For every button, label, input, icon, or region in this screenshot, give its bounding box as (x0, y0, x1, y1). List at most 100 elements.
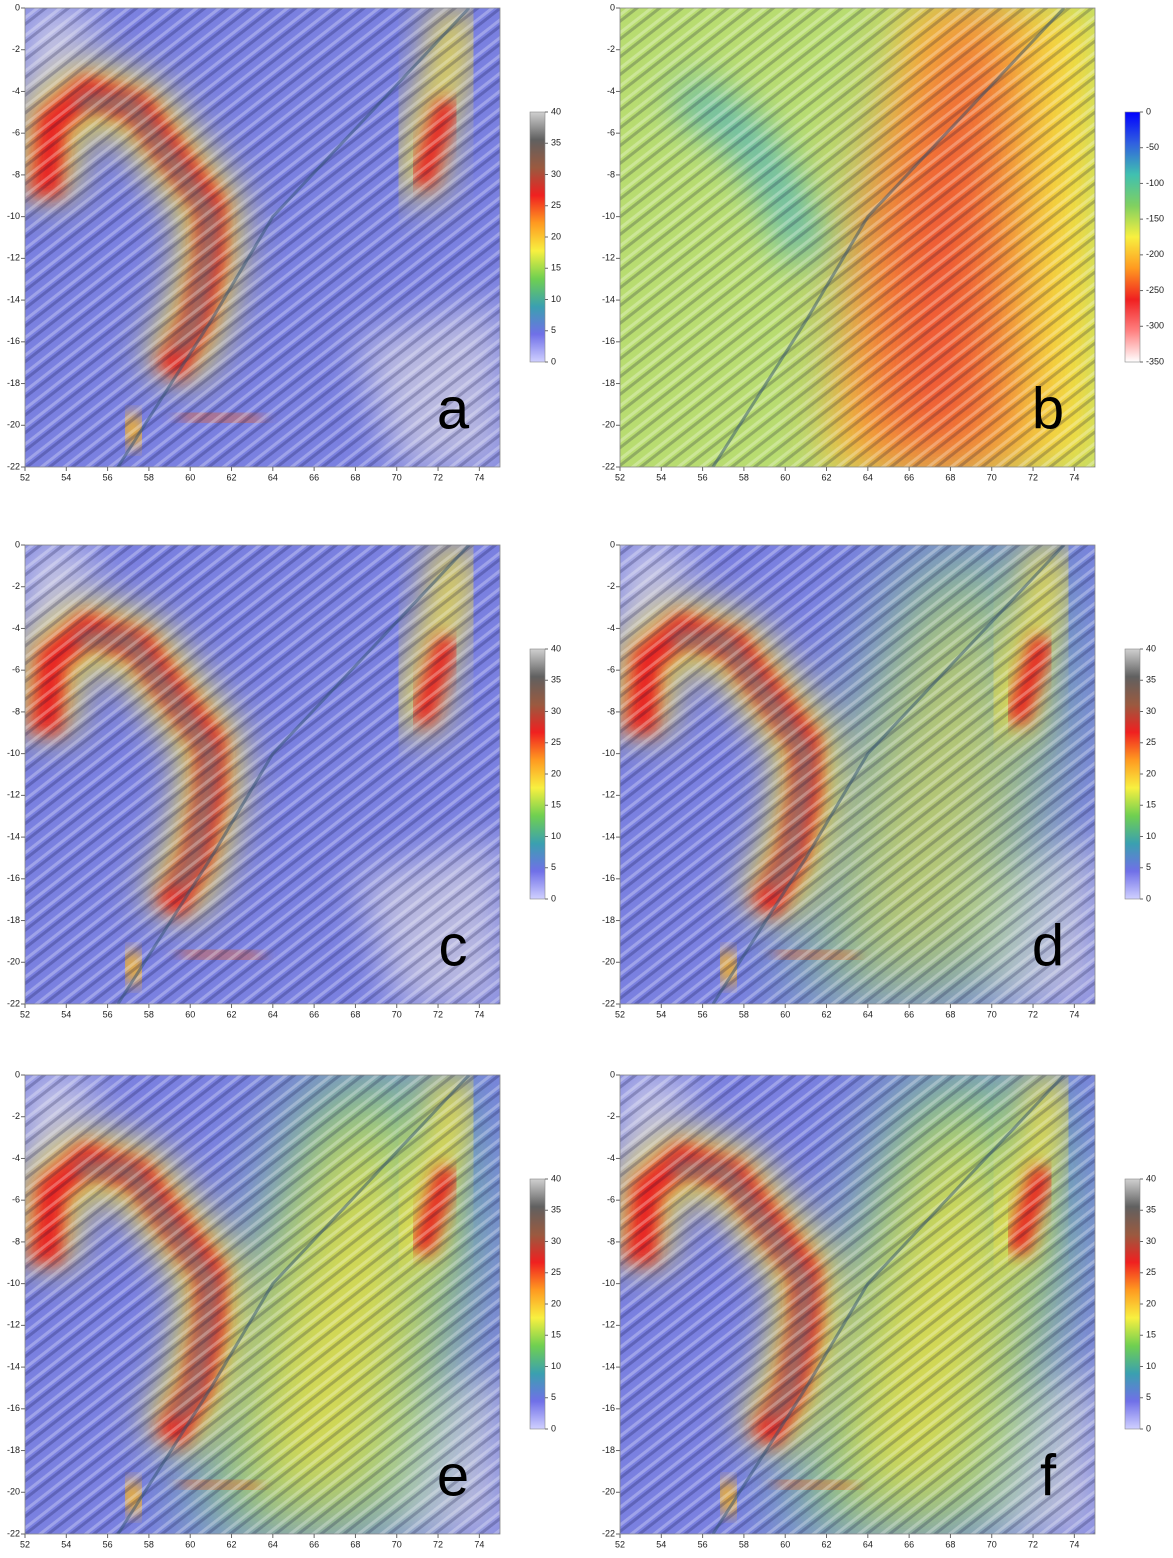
map-frame (619, 1074, 1096, 1535)
y-tick-label: -20 (602, 957, 615, 967)
map-texture (620, 1075, 1095, 1534)
colorbar-tick-label: 5 (1146, 862, 1151, 872)
y-tick-label: -6 (607, 665, 615, 675)
y-tick-label: -18 (7, 1445, 20, 1455)
map-texture (25, 545, 500, 1004)
map-texture (620, 8, 1095, 467)
x-tick-label: 66 (309, 1539, 319, 1549)
x-tick-label: 60 (780, 1539, 790, 1549)
map-texture (25, 1075, 500, 1534)
y-tick-label: -22 (602, 998, 615, 1008)
panel-label: b (1032, 376, 1064, 441)
x-tick-label: 56 (103, 472, 113, 482)
x-tick-label: 52 (615, 1009, 625, 1019)
panel-label: e (437, 1443, 469, 1508)
map-ridge (116, 8, 471, 467)
x-tick-label: 54 (61, 1009, 71, 1019)
y-tick-label: -14 (7, 1361, 20, 1371)
y-tick-label: -20 (602, 420, 615, 430)
colorbar-tick-label: -300 (1146, 321, 1164, 331)
map-ridge (711, 1075, 1066, 1534)
x-tick-label: 70 (987, 472, 997, 482)
y-tick-label: -4 (12, 623, 20, 633)
y-tick-label: -14 (602, 294, 615, 304)
y-tick-label: -2 (607, 1111, 615, 1121)
x-tick-label: 60 (185, 1539, 195, 1549)
x-tick-label: 72 (433, 1009, 443, 1019)
y-tick-label: -18 (7, 378, 20, 388)
x-tick-label: 60 (780, 472, 790, 482)
colorbar-tick-label: 0 (551, 893, 556, 903)
map-ridge (711, 545, 1066, 1004)
colorbar (529, 1178, 546, 1430)
x-tick-label: 74 (1069, 1539, 1079, 1549)
map-ridge (116, 1075, 471, 1534)
colorbar-tick-label: 20 (551, 231, 561, 241)
x-tick-label: 62 (227, 1539, 237, 1549)
y-tick-label: -16 (7, 336, 20, 346)
map-frame (24, 7, 501, 468)
x-tick-label: 70 (987, 1009, 997, 1019)
y-tick-label: -18 (602, 1445, 615, 1455)
colorbar (1124, 648, 1141, 900)
x-tick-label: 62 (227, 472, 237, 482)
colorbar-tick-label: 35 (551, 138, 561, 148)
x-tick-label: 56 (698, 1009, 708, 1019)
x-tick-label: 58 (144, 472, 154, 482)
x-tick-label: 72 (1028, 1539, 1038, 1549)
colorbar-tick-label: 10 (551, 1361, 561, 1371)
colorbar-tick-label: 15 (551, 800, 561, 810)
x-tick-label: 70 (392, 1009, 402, 1019)
colorbar-tick-label: 40 (1146, 643, 1156, 653)
y-tick-label: -18 (7, 915, 20, 925)
y-tick-label: -4 (607, 1153, 615, 1163)
x-tick-label: 60 (780, 1009, 790, 1019)
map-ridge (116, 545, 471, 1004)
colorbar (1124, 111, 1141, 363)
x-tick-label: 70 (987, 1539, 997, 1549)
y-tick-label: 0 (15, 539, 20, 549)
colorbar-tick-label: 5 (551, 1392, 556, 1402)
x-tick-label: 54 (656, 1009, 666, 1019)
colorbar-tick-label: 40 (1146, 1173, 1156, 1183)
x-tick-label: 64 (863, 472, 873, 482)
map-image (620, 1075, 1095, 1534)
colorbar-tick-label: 15 (551, 263, 561, 273)
colorbar-tick-label: 0 (1146, 893, 1151, 903)
y-tick-label: -6 (12, 128, 20, 138)
x-tick-label: 72 (433, 472, 443, 482)
colorbar-tick-label: 40 (551, 643, 561, 653)
map-image (25, 545, 500, 1004)
panel-label: d (1032, 913, 1064, 978)
y-tick-label: -10 (7, 1278, 20, 1288)
y-tick-label: -6 (607, 1195, 615, 1205)
colorbar-tick-label: 0 (551, 1423, 556, 1433)
y-tick-label: 0 (15, 2, 20, 12)
colorbar-tick-label: 25 (551, 737, 561, 747)
x-tick-label: 62 (822, 472, 832, 482)
x-tick-label: 72 (1028, 1009, 1038, 1019)
x-tick-label: 66 (904, 1539, 914, 1549)
x-tick-label: 72 (1028, 472, 1038, 482)
colorbar-tick-label: 10 (1146, 1361, 1156, 1371)
colorbar-tick-label: -150 (1146, 214, 1164, 224)
x-tick-label: 58 (144, 1009, 154, 1019)
colorbar-tick-label: 25 (551, 200, 561, 210)
colorbar-tick-label: 30 (551, 169, 561, 179)
y-tick-label: -16 (7, 873, 20, 883)
y-tick-label: -14 (7, 294, 20, 304)
colorbar (1124, 1178, 1141, 1430)
colorbar-tick-label: 0 (1146, 1423, 1151, 1433)
y-tick-label: -2 (12, 581, 20, 591)
y-tick-label: -2 (607, 44, 615, 54)
map-ridge (711, 8, 1066, 467)
map-panel: 52 54 56 58 60 62 64 66 68 70 72 74 0 -2 -4 -6 -8 -10 -12 -… (602, 1069, 1156, 1549)
x-tick-label: 52 (615, 472, 625, 482)
y-tick-label: -18 (602, 915, 615, 925)
x-tick-label: 68 (945, 1539, 955, 1549)
colorbar-tick-label: 25 (551, 1267, 561, 1277)
x-tick-label: 52 (20, 1009, 30, 1019)
x-tick-label: 64 (268, 472, 278, 482)
y-tick-label: -8 (12, 1236, 20, 1246)
